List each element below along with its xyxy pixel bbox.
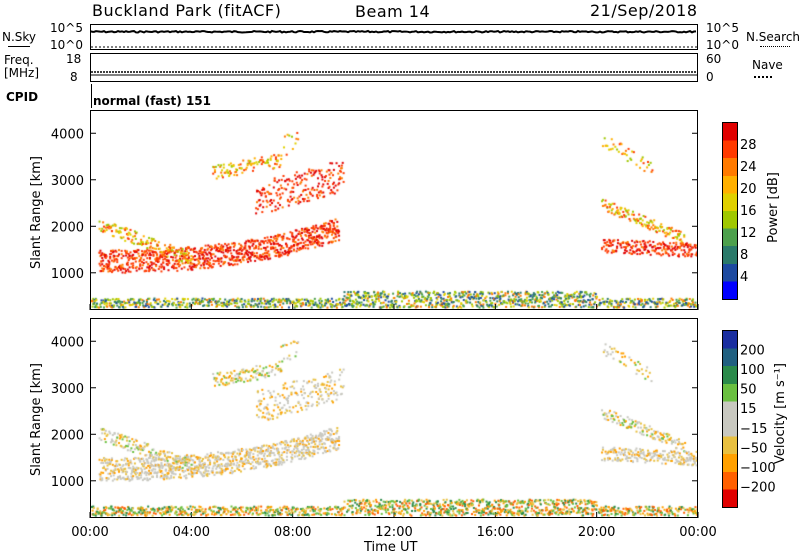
power-cbar-label: Power [dB] [765,172,781,243]
colorbar-tick: 28 [740,138,757,153]
freq-unit-label: [MHz] [4,66,40,80]
station-title: Buckland Park (fitACF) [92,1,282,20]
xtick-label: 00:00 [71,525,108,540]
velocity-colorbar [722,330,738,508]
velocity-cbar-label: Velocity [m s⁻¹] [772,363,788,464]
colorbar-tick: 15 [740,402,757,417]
colorbar-tick: 200 [740,344,765,359]
ytick-label: 3000 [51,382,84,397]
colorbar-tick: 16 [740,204,757,219]
ytick-label: 4000 [51,335,84,350]
colorbar-tick: 20 [740,182,757,197]
nsky-label: N.Sky [2,30,37,44]
sky-search-panel [90,24,698,50]
xtick-label: 16:00 [477,525,514,540]
freq-nave-trace [91,71,697,76]
ytick-label: 3000 [51,174,84,189]
ytick-label: 2000 [51,428,84,443]
ytick-label: 1000 [51,267,84,282]
nave-label: Nave [752,58,783,72]
colorbar-tick: 24 [740,160,757,175]
cpid-divider [91,84,92,108]
nave-tick-top: 60 [706,52,722,66]
freq-tick-bottom: 8 [70,70,78,84]
xtick-label: 08:00 [274,525,311,540]
freq-nave-panel [90,53,698,82]
colorbar-tick: −200 [740,480,776,495]
freq-tick-top: 18 [66,52,82,66]
nave-tick-bottom: 0 [706,70,714,84]
date-title: 21/Sep/2018 [590,1,698,20]
xtick-label: 12:00 [375,525,412,540]
nsky-label-underline [8,46,30,47]
xtick-label: 00:00 [679,525,716,540]
power-ylabel: Slant Range [km] [28,156,44,269]
colorbar-tick: 8 [740,248,748,263]
xtick-label: 04:00 [173,525,210,540]
ytick-label: 2000 [51,220,84,235]
xaxis-label: Time UT [364,540,418,555]
colorbar-tick: 12 [740,226,757,241]
sky-search-trace [91,29,697,48]
velocity-heatmap [91,319,697,517]
power-heatmap [91,111,697,309]
velocity-ylabel: Slant Range [km] [28,363,44,476]
colorbar-tick: −100 [740,461,776,476]
colorbar-tick: 100 [740,363,765,378]
colorbar-tick: 50 [740,383,757,398]
nsearch-tick-top: 10^5 [706,21,739,35]
nave-label-underline [754,76,772,78]
colorbar-tick: 4 [740,270,748,285]
nsearch-label: N.Search [746,30,800,44]
xtick-label: 20:00 [578,525,615,540]
freq-label: Freq. [4,53,34,67]
colorbar-tick: −15 [740,422,767,437]
colorbar-tick: −50 [740,441,767,456]
cpid-label: CPID [6,90,39,104]
beam-title: Beam 14 [355,2,431,21]
nsky-tick-bottom: 10^0 [50,38,83,52]
nsearch-label-underline [760,46,790,47]
ytick-label: 4000 [51,127,84,142]
nsky-tick-top: 10^5 [50,21,83,35]
cpid-value: normal (fast) 151 [93,94,211,108]
power-colorbar [722,122,738,300]
nsearch-tick-bottom: 10^0 [706,38,739,52]
ytick-label: 1000 [51,475,84,490]
velocity-panel [90,318,698,518]
